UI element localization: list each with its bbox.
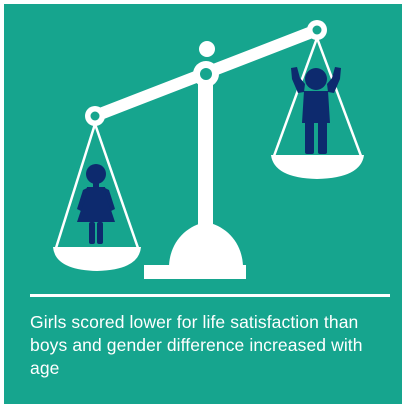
boy-torso: [302, 91, 330, 123]
girl-head: [86, 164, 106, 184]
caption-text: Girls scored lower for life satisfaction…: [30, 312, 363, 378]
caption-divider: [30, 294, 390, 297]
right-pan-string-b: [315, 37, 363, 157]
scale-pillar: [198, 79, 213, 226]
scale-base-dome: [169, 222, 243, 266]
boy-head: [305, 68, 327, 90]
girl-left-arm: [77, 188, 87, 211]
girl-figure-icon: [77, 164, 115, 244]
left-pan: [53, 247, 141, 271]
right-pan: [271, 155, 364, 179]
girl-left-leg: [89, 222, 95, 244]
beam-center-pivot-hole: [200, 68, 212, 80]
balance-scale-icon: [53, 20, 364, 279]
boy-figure-icon: [291, 67, 341, 154]
girl-right-leg: [97, 222, 103, 244]
boy-right-leg: [318, 121, 327, 154]
boy-right-arm: [327, 67, 341, 93]
beam-right-pivot-hole: [312, 25, 322, 35]
beam-left-pivot-hole: [90, 111, 100, 121]
left-pan-string-b: [93, 123, 140, 249]
scale-base-plate: [144, 265, 246, 279]
left-pan-string-a: [54, 123, 97, 249]
infographic-card: Girls scored lower for life satisfaction…: [4, 4, 402, 404]
boy-left-leg: [305, 121, 314, 154]
boy-left-arm: [291, 67, 305, 93]
infographic-illustration: [4, 4, 402, 404]
right-pan-string-a: [272, 37, 319, 157]
pillar-top-knob: [199, 41, 215, 57]
girl-neck: [93, 183, 99, 187]
girl-right-arm: [105, 188, 115, 211]
girl-dress: [77, 187, 115, 222]
